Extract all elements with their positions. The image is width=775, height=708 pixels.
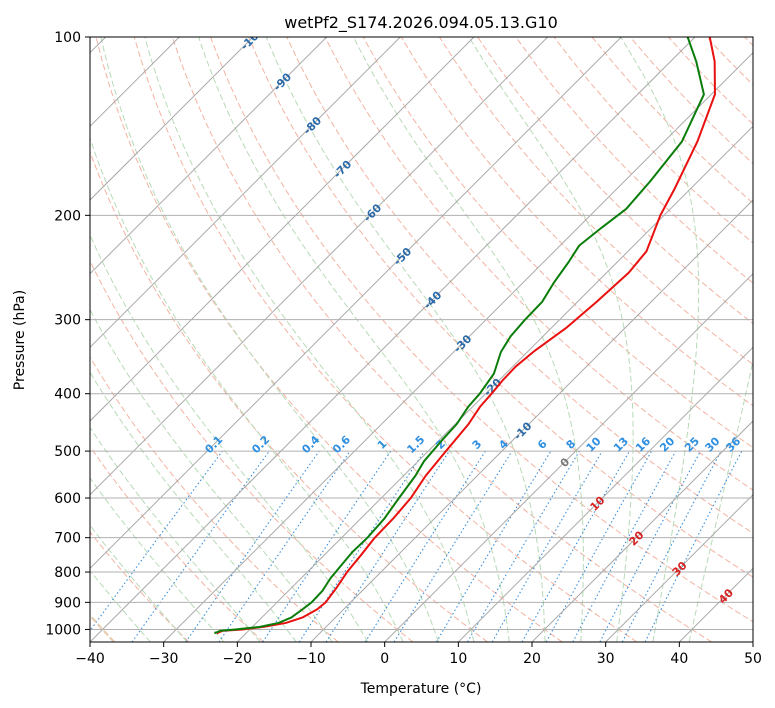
moist-adiabat [90,426,261,642]
isotherm-line [457,346,753,642]
plot-background [90,37,753,642]
moist-adiabat [90,233,369,642]
x-axis-title: Temperature (°C) [360,681,482,697]
moist-adiabat [198,37,510,642]
mixing-ratio-line [90,450,223,632]
mixing-ratio-line [545,450,653,642]
y-tick-label: 100 [54,30,81,46]
isotherm-line [310,199,753,642]
isotherm-line [531,420,753,642]
y-tick-label: 800 [54,565,81,581]
y-tick-label: 600 [54,491,81,507]
y-tick-label: 1000 [45,622,81,638]
x-tick-label: 30 [597,651,615,667]
plot-frame [89,36,754,643]
y-axis-title: Pressure (hPa) [12,290,28,390]
moist-adiabat [265,37,546,642]
dry-adiabat [439,37,753,366]
moist-adiabat [100,37,439,642]
dry-adiabat [90,150,488,642]
isotherm-line [90,37,475,422]
moist-adiabat [144,37,475,642]
dewpoint-profile [214,37,705,635]
temperature-profile [216,37,716,635]
dry-adiabat [248,37,753,578]
x-tick-label: 40 [670,651,688,667]
isotherm-line [90,37,549,496]
y-tick-label: 900 [54,595,81,611]
mixing-ratio-line [572,450,677,642]
mixing-ratio-line [131,450,270,642]
moist-adiabat [353,37,584,642]
isotherm-line [163,51,753,642]
mixing-ratio-line [298,450,425,642]
dry-adiabat [90,356,339,642]
dry-adiabat [90,445,264,642]
x-tick-label: 20 [523,651,541,667]
x-tick-label: 10 [449,651,467,667]
y-tick-label: 300 [54,313,81,329]
dry-adiabat [210,37,753,623]
isotherm-line [384,272,753,642]
isotherm-line [90,37,328,275]
moist-adiabat [688,358,753,642]
mixing-ratio-line [262,450,392,642]
dry-adiabat [90,531,190,642]
dry-adiabat [133,37,638,642]
isotherm-line [90,37,696,642]
grid-lines [90,37,753,642]
isotherm-line [90,37,622,570]
moist-adiabat [90,569,151,642]
x-tick-label: −20 [223,651,253,667]
moist-adiabat [90,477,225,642]
moist-adiabat [90,524,188,642]
dry-adiabat [400,37,753,407]
dry-adiabat [95,37,563,642]
moist-adiabat [90,371,297,642]
mixing-ratio-line [218,450,351,642]
mixing-ratio-line [185,450,320,642]
isotherm-line [236,125,753,642]
isotherm-line [605,493,753,642]
isotherm-line [752,641,753,642]
mixing-ratio-line [644,450,743,642]
x-tick-label: −40 [75,651,105,667]
moist-adiabat [620,37,700,642]
y-tick-label: 700 [54,531,81,547]
moist-adiabat [90,136,404,642]
mixing-ratio-line [521,450,630,642]
dry-adiabat [515,37,753,284]
series-layer [214,37,716,635]
x-tick-label: 50 [744,651,762,667]
chart-title: wetPf2_S174.2026.094.05.13.G10 [284,13,558,33]
x-tick-label: −30 [149,651,179,667]
background-lines [90,37,753,642]
isotherm-line [90,37,254,201]
isotherm-line [90,37,401,349]
x-axis: −40 −30 −20 −10 0 10 20 30 40 50 [75,642,762,667]
x-tick-label: −10 [296,651,326,667]
mixing-ratio-line [393,450,513,642]
y-axis: 100 200 300 400 500 600 700 800 900 1000 [45,30,90,638]
y-tick-label: 400 [54,387,81,403]
mixing-ratio-line [325,450,450,642]
y-tick-label: 500 [54,444,81,460]
y-tick-label: 200 [54,208,81,224]
x-tick-label: 0 [380,651,389,667]
